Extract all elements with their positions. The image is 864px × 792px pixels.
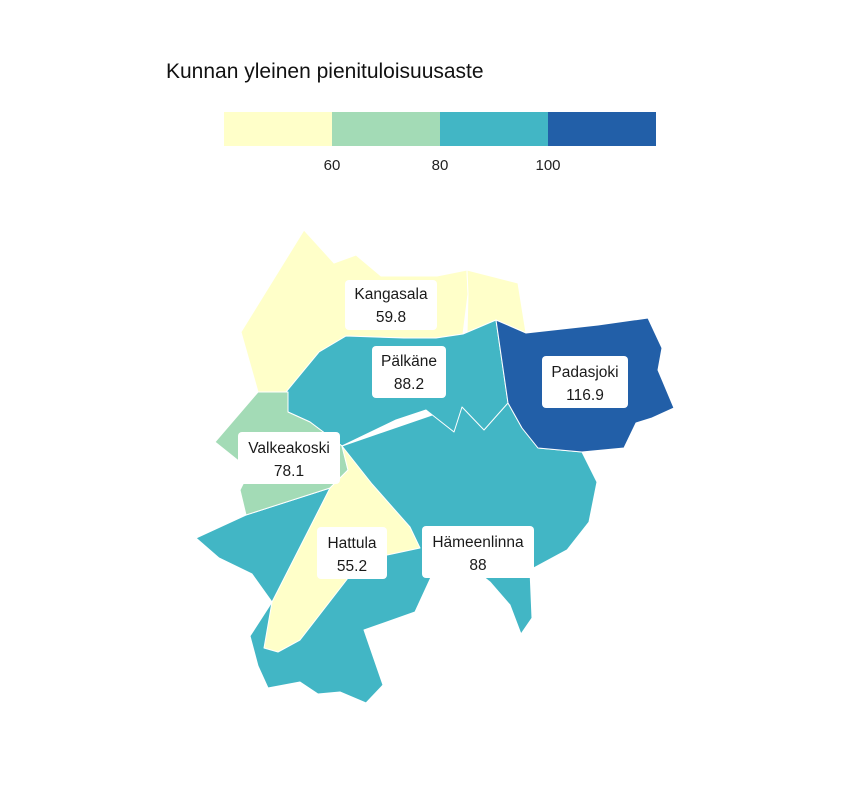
label-kangasala-value: 59.8 bbox=[376, 309, 406, 326]
label-hameenlinna-value: 88 bbox=[469, 557, 486, 574]
label-hameenlinna-name: Hämeenlinna bbox=[432, 534, 524, 551]
legend-tick-60: 60 bbox=[324, 157, 341, 174]
label-valkeakoski-name: Valkeakoski bbox=[248, 440, 330, 457]
legend: Kunnan yleinen pienituloisuusaste 60 80 … bbox=[166, 60, 656, 174]
legend-bin-4 bbox=[548, 112, 656, 146]
label-hameenlinna: Hämeenlinna 88 bbox=[422, 526, 534, 578]
legend-bin-1 bbox=[224, 112, 332, 146]
label-padasjoki: Padasjoki 116.9 bbox=[542, 356, 628, 408]
label-padasjoki-value: 116.9 bbox=[566, 387, 604, 404]
label-kangasala-name: Kangasala bbox=[354, 286, 428, 303]
label-palkane-value: 88.2 bbox=[394, 376, 424, 393]
legend-title: Kunnan yleinen pienituloisuusaste bbox=[166, 60, 484, 83]
label-hattula: Hattula 55.2 bbox=[317, 527, 387, 579]
label-hattula-value: 55.2 bbox=[337, 558, 367, 575]
label-valkeakoski-value: 78.1 bbox=[274, 463, 304, 480]
legend-bin-3 bbox=[440, 112, 548, 146]
label-palkane: Pälkäne 88.2 bbox=[372, 346, 446, 398]
label-padasjoki-name: Padasjoki bbox=[551, 364, 618, 381]
legend-bin-2 bbox=[332, 112, 440, 146]
legend-tick-80: 80 bbox=[432, 157, 449, 174]
legend-tick-100: 100 bbox=[535, 157, 560, 174]
label-palkane-name: Pälkäne bbox=[381, 353, 437, 370]
label-hattula-name: Hattula bbox=[327, 535, 376, 552]
region-labels: Kangasala 59.8 Pälkäne 88.2 Padasjoki 11… bbox=[238, 280, 628, 579]
label-kangasala: Kangasala 59.8 bbox=[345, 280, 437, 330]
label-valkeakoski: Valkeakoski 78.1 bbox=[238, 432, 340, 484]
